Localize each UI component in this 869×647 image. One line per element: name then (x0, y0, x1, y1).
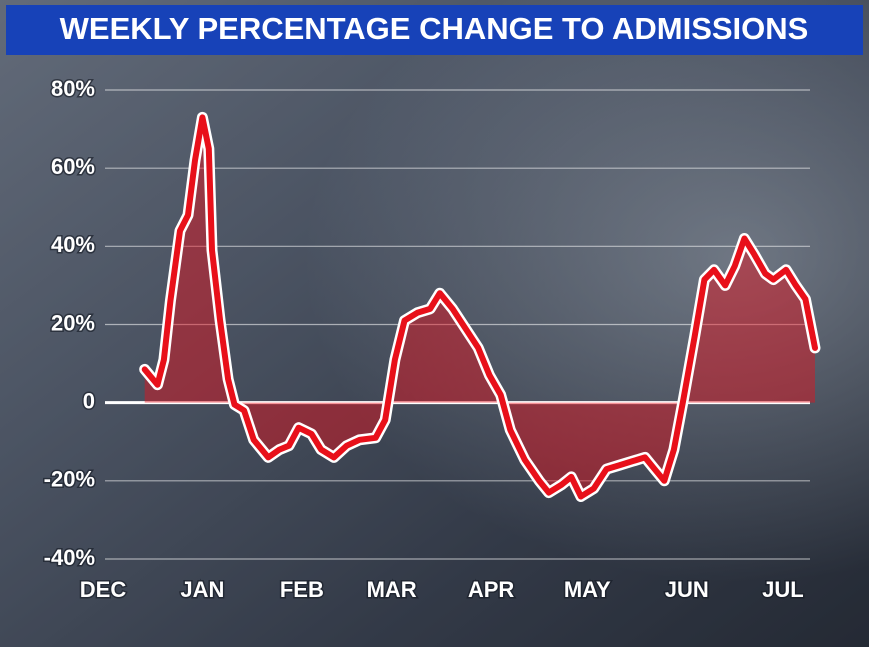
title-bar (6, 5, 863, 55)
x-tick-label: MAR (367, 577, 417, 602)
x-tick-label: JUN (665, 577, 709, 602)
x-tick-label: APR (468, 577, 515, 602)
y-tick-label: -20% (44, 467, 95, 492)
line (141, 114, 818, 500)
chart-title: WEEKLY PERCENTAGE CHANGE TO ADMISSIONS (60, 11, 809, 46)
grid: -40% -20% 0 20% 40% 60% 80% DEC JAN FEB MAR APR MAY J… (42, 74, 810, 603)
y-tick-label: 20% (51, 310, 95, 335)
y-tick-label: -40% (44, 545, 95, 570)
x-tick-label: DEC (80, 577, 127, 602)
x-tick-label: FEB (280, 577, 324, 602)
y-tick-label: 80% (51, 76, 95, 101)
y-tick-label: 0 (83, 388, 95, 413)
y-tick-label: 40% (51, 232, 95, 257)
x-tick-label: MAY (564, 577, 611, 602)
x-tick-label: JUL (762, 577, 804, 602)
plot (139, 111, 821, 502)
y-tick-label: 60% (51, 154, 95, 179)
x-tick-label: JAN (180, 577, 224, 602)
